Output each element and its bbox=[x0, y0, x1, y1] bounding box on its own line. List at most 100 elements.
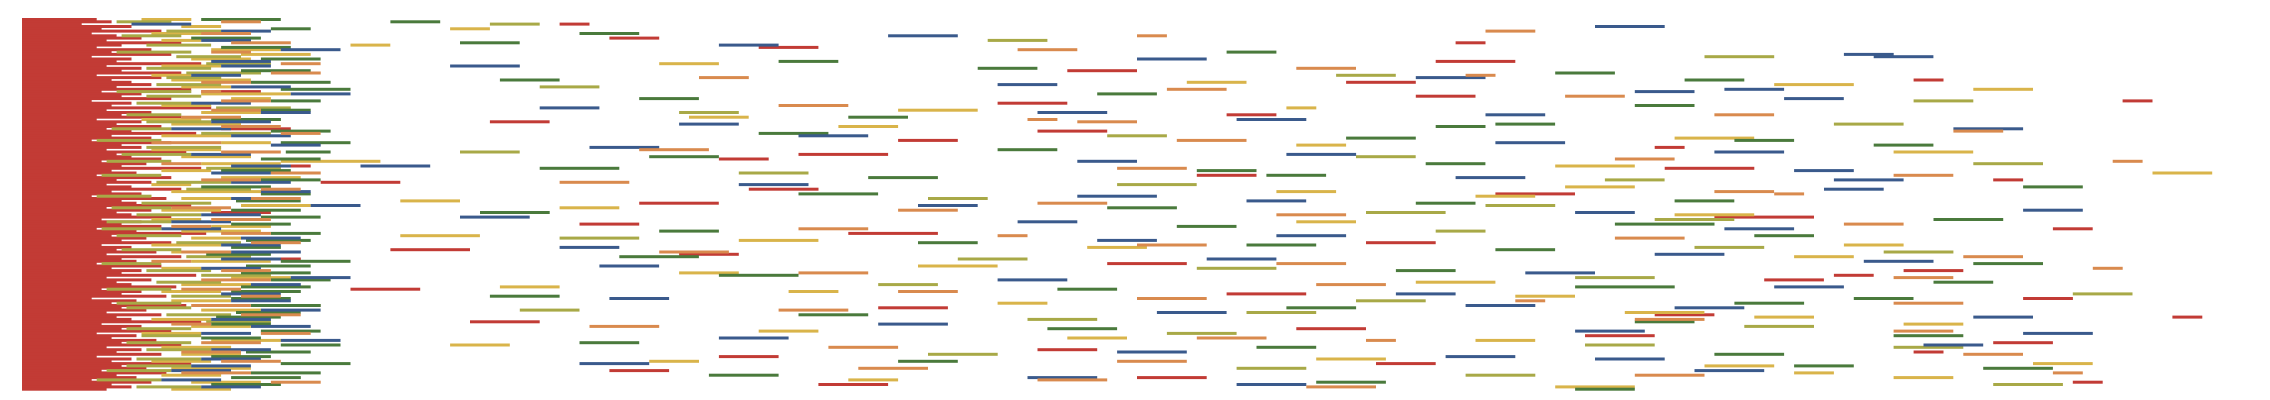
segment-bar-red-65 bbox=[22, 169, 112, 173]
segment-bar-orange-23 bbox=[221, 231, 271, 235]
segment-bar-blue-50 bbox=[450, 64, 520, 68]
segment-bar-olive-41 bbox=[106, 287, 172, 291]
segment-bar-olive-73 bbox=[1435, 229, 1486, 233]
segment-bar-red-153 bbox=[22, 373, 117, 377]
segment-bar-red-204 bbox=[201, 90, 261, 94]
segment-bar-yellow-99 bbox=[1754, 315, 1814, 319]
segment-bar-blue-86 bbox=[1395, 292, 1456, 296]
segment-bar-blue-56 bbox=[1037, 111, 1108, 114]
segment-bar-red-121 bbox=[22, 299, 137, 303]
segment-bar-green-24 bbox=[246, 238, 311, 242]
segment-bar-orange-1 bbox=[201, 32, 251, 35]
segment-bar-olive-52 bbox=[126, 364, 192, 368]
segment-bar-orange-46 bbox=[778, 104, 849, 107]
segment-bar-red-109 bbox=[22, 271, 122, 275]
segment-bar-red-217 bbox=[2172, 315, 2203, 319]
segment-bar-blue-69 bbox=[1824, 187, 1884, 191]
segment-bar-yellow-16 bbox=[171, 122, 241, 126]
segment-bar-blue-37 bbox=[201, 331, 251, 335]
segment-bar-green-41 bbox=[246, 350, 311, 354]
segment-bar-olive-24 bbox=[101, 173, 162, 177]
segment-bar-green-62 bbox=[1873, 143, 1934, 147]
segment-bar-green-76 bbox=[659, 229, 719, 233]
segment-bar-green-45 bbox=[231, 376, 301, 380]
segment-bar-red-45 bbox=[22, 122, 117, 126]
segment-bar-red-39 bbox=[22, 108, 107, 112]
segment-bar-red-53 bbox=[22, 141, 172, 145]
segment-bar-olive-77 bbox=[1196, 266, 1277, 270]
segment-bar-yellow-88 bbox=[1704, 364, 1775, 368]
segment-bar-olive-69 bbox=[1117, 183, 1197, 187]
segment-bar-orange-33 bbox=[171, 322, 212, 326]
segment-bar-blue-44 bbox=[201, 385, 261, 389]
segment-bar-orange-4 bbox=[280, 62, 321, 66]
segment-bar-red-112 bbox=[22, 278, 152, 282]
segment-bar-green-8 bbox=[270, 99, 321, 103]
segment-bar-red-167 bbox=[997, 101, 1068, 105]
segment-bar-red-140 bbox=[22, 343, 182, 347]
segment-bar-olive-33 bbox=[116, 234, 182, 238]
segment-bar-green-102 bbox=[1575, 285, 1675, 289]
segment-bar-red-150 bbox=[22, 366, 147, 370]
segment-bar-orange-75 bbox=[589, 324, 660, 328]
segment-bar-yellow-45 bbox=[211, 338, 281, 342]
segment-bar-blue-104 bbox=[1714, 150, 1785, 154]
segment-bar-yellow-57 bbox=[1973, 87, 2033, 91]
segment-bar-green-1 bbox=[270, 27, 311, 31]
segment-bar-green-46 bbox=[211, 383, 281, 386]
segment-bar-olive-88 bbox=[1236, 366, 1307, 370]
segment-bar-olive-75 bbox=[1883, 250, 1954, 254]
segment-bar-red-83 bbox=[22, 211, 117, 214]
segment-bar-red-31 bbox=[22, 90, 102, 94]
segment-bar-blue-84 bbox=[997, 278, 1068, 282]
segment-bar-yellow-33 bbox=[151, 243, 222, 247]
segment-bar-orange-34 bbox=[260, 331, 311, 335]
segment-bar-green-0 bbox=[201, 18, 281, 21]
segment-bar-blue-17 bbox=[211, 171, 271, 175]
segment-bar-orange-89 bbox=[1774, 192, 1805, 196]
segment-bar-red-81 bbox=[22, 206, 107, 210]
segment-bar-blue-105 bbox=[1833, 178, 1904, 182]
segment-bar-olive-38 bbox=[146, 269, 212, 273]
segment-bar-orange-48 bbox=[1077, 120, 1137, 124]
segment-bar-red-137 bbox=[22, 336, 112, 340]
segment-bar-red-95 bbox=[22, 238, 122, 242]
segment-bar-red-128 bbox=[22, 315, 117, 319]
segment-bar-olive-93 bbox=[1694, 245, 1765, 249]
segment-bar-red-12 bbox=[22, 45, 97, 49]
segment-bar-blue-27 bbox=[231, 250, 301, 254]
segment-bar-olive-84 bbox=[1744, 324, 1814, 328]
segment-bar-blue-33 bbox=[231, 299, 291, 303]
segment-bar-red-51 bbox=[22, 136, 152, 140]
segment-bar-yellow-64 bbox=[280, 159, 381, 163]
segment-bar-red-144 bbox=[22, 352, 162, 356]
segment-bar-red-124 bbox=[22, 306, 122, 310]
segment-bar-green-84 bbox=[1933, 280, 1994, 284]
segment-bar-red-89 bbox=[22, 224, 162, 228]
segment-bar-blue-107 bbox=[1863, 259, 1934, 263]
segment-bar-olive-13 bbox=[136, 101, 192, 105]
segment-bar-red-196 bbox=[1585, 334, 1655, 338]
segment-bar-blue-109 bbox=[2023, 331, 2093, 335]
segment-bar-orange-56 bbox=[1714, 190, 1775, 194]
segment-bar-yellow-82 bbox=[1624, 311, 1705, 314]
segment-bar-yellow-32 bbox=[191, 236, 241, 240]
segment-bar-green-32 bbox=[231, 290, 301, 293]
segment-bar-blue-19 bbox=[260, 190, 311, 194]
segment-bar-orange-5 bbox=[270, 71, 321, 75]
segment-bar-yellow-38 bbox=[181, 283, 251, 287]
segment-bar-green-71 bbox=[1674, 199, 1735, 203]
segment-bar-olive-4 bbox=[116, 50, 192, 54]
segment-bar-orange-31 bbox=[191, 304, 251, 307]
segment-bar-olive-43 bbox=[116, 301, 182, 305]
segment-bar-orange-30 bbox=[241, 294, 281, 298]
segment-bar-red-77 bbox=[22, 197, 167, 200]
segment-bar-red-60 bbox=[22, 157, 162, 161]
segment-bar-olive-37 bbox=[101, 262, 162, 266]
segment-bar-yellow-4 bbox=[211, 48, 281, 52]
segment-bar-orange-59 bbox=[1276, 213, 1347, 217]
segment-bar-olive-2 bbox=[121, 34, 182, 38]
segment-bar-red-24 bbox=[22, 73, 97, 77]
segment-bar-red-62 bbox=[22, 162, 147, 166]
